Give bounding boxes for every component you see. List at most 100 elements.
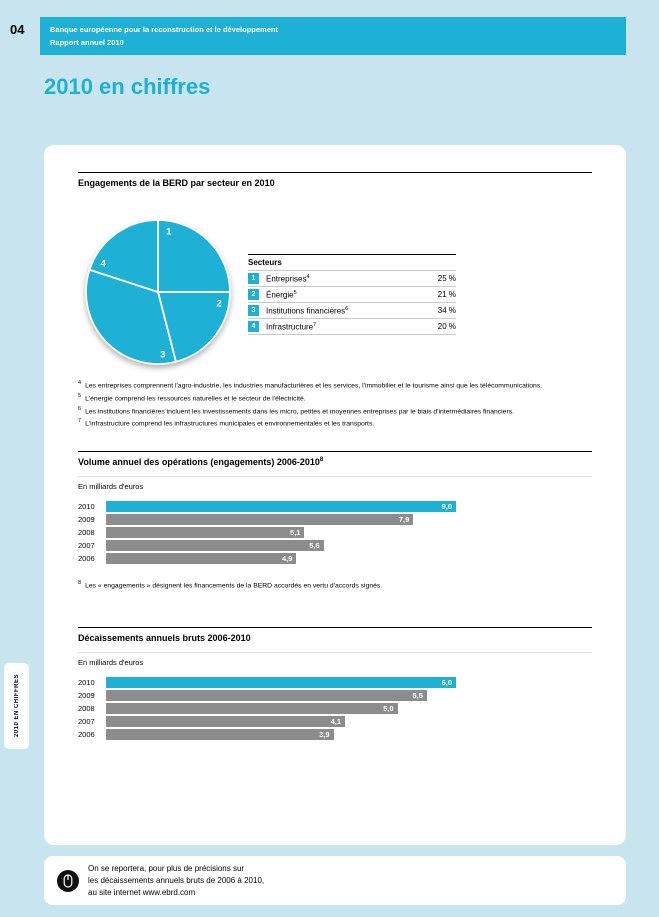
bar: 5,5 [106, 690, 427, 702]
bar-row: 2007 5,6 [78, 539, 456, 552]
bar-year-label: 2008 [78, 704, 95, 714]
bar-row: 2008 5,1 [78, 526, 456, 539]
bar: 3,9 [106, 729, 334, 741]
pie-section-heading: Engagements de la BERD par secteur en 20… [78, 172, 592, 188]
engagements-heading-text: Volume annuel des opérations (engagement… [78, 457, 320, 468]
unit-label-engagements: En milliards d'euros [78, 476, 592, 491]
unit-label-disbursements: En milliards d'euros [78, 652, 592, 667]
bar-value-label: 3,9 [319, 730, 330, 740]
bar-chart-disbursements: 2010 6,0 2009 5,5 2008 5,0 2007 4,1 2006 3,9 [78, 676, 456, 741]
sector-table-row: 3 Institutions financières6 34 % [248, 302, 456, 318]
engagements-footnote: 8 Les « engagements » désignent les finan… [78, 580, 592, 589]
bar-track: 5,6 [106, 540, 456, 552]
bar-value-label: 6,0 [441, 678, 452, 688]
footer-text-line: les décaissements annuels bruts de 2006 … [88, 875, 265, 885]
bar-year-label: 2009 [78, 515, 95, 525]
bar-row: 2006 4,9 [78, 552, 456, 565]
bar-value-label: 5,6 [309, 541, 320, 551]
engagements-footnote-sup: 8 [78, 580, 82, 587]
footnote: 4 Les entreprises comprennent l'agro-indu… [78, 380, 543, 390]
bar: 5,1 [106, 527, 305, 539]
bar-year-label: 2008 [78, 528, 95, 538]
bar: 6,0 [106, 677, 456, 689]
page-number: 04 [10, 22, 25, 37]
engagements-footnote-text: Les « engagements » désignent les financ… [85, 582, 383, 590]
bar-value-label: 4,9 [281, 554, 293, 564]
sector-number-badge: 3 [248, 305, 259, 316]
sector-percentage: 20 % [437, 322, 456, 331]
sector-table-row: 1 Entreprises4 25 % [248, 270, 456, 286]
sector-table-title: Secteurs [248, 258, 282, 267]
bar-track: 4,9 [106, 553, 456, 565]
content-card: Engagements de la BERD par secteur en 20… [44, 145, 626, 845]
pie-slice-number: 3 [160, 349, 165, 360]
bar-value-label: 5,5 [412, 691, 423, 701]
sector-number-badge: 1 [248, 273, 259, 284]
sector-percentage: 25 % [437, 274, 456, 283]
bar-year-label: 2006 [78, 554, 95, 564]
bar: 7,9 [106, 514, 414, 526]
sector-name: Énergie5 [266, 289, 297, 300]
bar-year-label: 2006 [78, 730, 95, 740]
bar-row: 2006 3,9 [78, 728, 456, 741]
bar-row: 2009 7,9 [78, 513, 456, 526]
pie-slice [85, 268, 177, 365]
pie-slice [157, 219, 231, 293]
pie-chart: 1 2 3 4 [85, 219, 231, 365]
pie-slice-number: 1 [166, 226, 172, 237]
pie-slice-number: 2 [216, 298, 221, 309]
bar-value-label: 4,1 [330, 717, 342, 727]
sector-footnotes: 4 Les entreprises comprennent l'agro-indu… [78, 379, 592, 430]
engagements-heading-sup: 8 [319, 457, 324, 464]
sector-percentage: 34 % [437, 306, 456, 315]
bar-track: 4,1 [106, 716, 456, 728]
sector-table: Secteurs 1 Entreprises4 25 % 2 Énergie5 21 % 3… [248, 254, 456, 335]
footer-text-line: On se reportera, pour plus de précisions… [88, 863, 245, 873]
sector-table-row: 4 Infrastructure7 20 % [248, 318, 456, 334]
report-header-bar: Banque européenne pour la reconstruction… [40, 17, 626, 55]
bar-year-label: 2010 [78, 502, 95, 512]
footnote: 6 Les institutions financières incluent l… [78, 405, 515, 415]
bar-year-label: 2007 [78, 717, 95, 727]
bar-track: 3,9 [106, 729, 456, 741]
bar-row: 2009 5,5 [78, 689, 456, 702]
pie-slice-number: 4 [101, 258, 107, 269]
bar-track: 5,5 [106, 690, 456, 702]
footer-text: On se reportera, pour plus de précisions… [88, 863, 264, 899]
bar-track: 5,1 [106, 527, 456, 539]
header-report-title: Rapport annuel 2010 [50, 37, 124, 47]
sector-name: Infrastructure7 [266, 321, 317, 332]
bar-track: 5,0 [106, 703, 456, 715]
bar-value-label: 5,0 [383, 704, 394, 714]
sector-table-rows: 1 Entreprises4 25 % 2 Énergie5 21 % 3 Instituti… [248, 270, 456, 334]
footnote: 5 L'énergie comprend les ressources natur… [78, 392, 306, 403]
bar-row: 2007 4,1 [78, 715, 456, 728]
bar-value-label: 5,1 [290, 528, 301, 538]
bar-track: 9,0 [106, 501, 456, 513]
bar: 5,6 [106, 540, 324, 552]
bar-year-label: 2010 [78, 678, 95, 688]
bar-row: 2008 5,0 [78, 702, 456, 715]
bar-value-label: 9,0 [441, 502, 452, 512]
pie-area: 1 2 3 4 Secteurs 1 Entreprises4 25 % 2 Énergie5… [78, 212, 592, 372]
pie-slice [88, 219, 159, 293]
bar-row: 2010 6,0 [78, 676, 456, 689]
sidebar-tab: 2010 EN CHIFFRES [4, 663, 29, 749]
bar-value-label: 7,9 [398, 515, 410, 525]
bar: 4,1 [106, 716, 346, 728]
bar-track: 7,9 [106, 514, 456, 526]
bar-track: 6,0 [106, 677, 456, 689]
sector-number-badge: 2 [248, 289, 259, 300]
sector-percentage: 21 % [437, 290, 456, 299]
pie-slice [157, 291, 231, 363]
bar-year-label: 2007 [78, 541, 95, 551]
header-bank-name: Banque européenne pour la reconstruction… [50, 25, 278, 34]
disbursements-section-heading: Décaissements annuels bruts 2006-2010 [78, 627, 592, 643]
sector-number-badge: 4 [248, 321, 259, 332]
bar: 9,0 [106, 501, 456, 513]
sidebar-tab-label: 2010 EN CHIFFRES [13, 674, 20, 738]
sector-name: Institutions financières6 [266, 305, 349, 316]
bar: 5,0 [106, 703, 398, 715]
mouse-icon [57, 869, 79, 892]
